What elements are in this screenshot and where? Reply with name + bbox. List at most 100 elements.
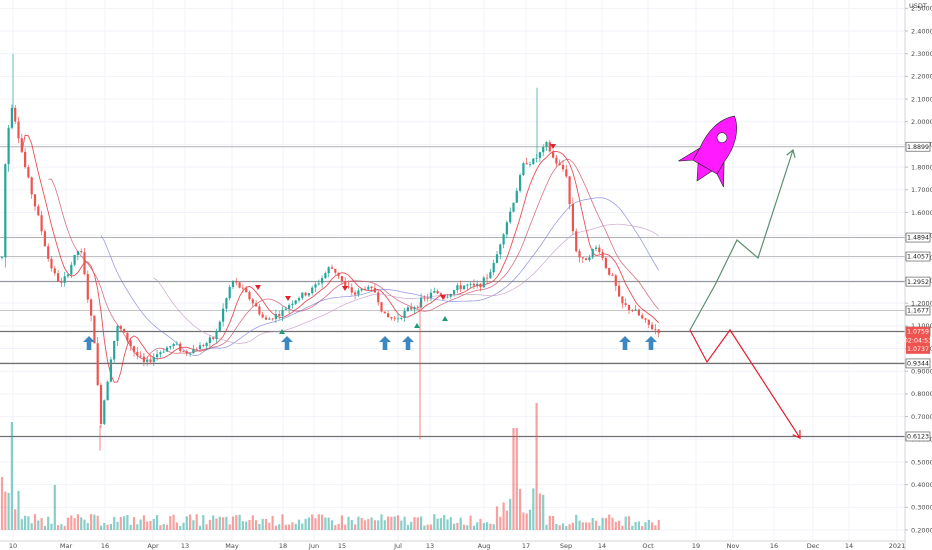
candle-body <box>657 329 660 334</box>
volume-bar <box>165 524 169 530</box>
candle-body <box>152 357 155 362</box>
candle-body <box>139 355 142 357</box>
buy-marker-icon <box>279 329 285 334</box>
candle-body <box>594 247 598 250</box>
candle-body <box>324 273 327 279</box>
candle-body <box>552 151 555 158</box>
candle-body <box>631 309 634 311</box>
volume-bar <box>469 515 472 530</box>
rocket-flame <box>696 162 713 182</box>
time-axis[interactable]: 10 Mar 16 Apr 13 May 18 Jun 15 Jul 13 Aug 17 Sep 14 Oct… <box>0 540 905 550</box>
candle-body <box>17 121 20 139</box>
volume-bar <box>641 525 644 530</box>
y-tick-label: 0.4000 <box>911 481 932 489</box>
volume-bar <box>565 525 568 530</box>
volume-bar <box>63 525 66 530</box>
volume-bar <box>618 520 621 530</box>
volume-bar <box>453 523 456 530</box>
candle-body <box>113 340 116 360</box>
volume-bar <box>466 525 469 530</box>
grid <box>0 0 905 541</box>
level-badge: 1.4894 <box>905 232 931 243</box>
volume-bar <box>43 525 46 530</box>
candle-body <box>288 305 291 309</box>
candle-body <box>202 345 205 347</box>
candle-body <box>228 287 231 299</box>
volume-bar <box>96 515 99 530</box>
volume-bar <box>152 519 155 530</box>
volume-bar <box>334 525 337 530</box>
candle-body <box>307 293 310 296</box>
volume-bar <box>261 518 264 530</box>
candle-body <box>538 152 541 158</box>
volume-bar <box>634 522 637 530</box>
volume-bar <box>548 515 551 530</box>
candle-body <box>618 285 621 297</box>
volume-bar <box>420 516 423 530</box>
volume-bar <box>156 515 159 530</box>
volume-bar <box>297 519 301 530</box>
volume-bar <box>37 520 40 530</box>
candle-body <box>472 283 475 286</box>
candle-body <box>528 164 532 165</box>
volume-bar <box>528 509 532 530</box>
candle-body <box>340 276 343 281</box>
candle-body <box>14 107 17 122</box>
candle-body <box>446 296 449 298</box>
candle-body <box>462 285 466 290</box>
candle-body <box>159 352 162 355</box>
volume-bar <box>370 517 373 530</box>
x-tick-label: 16 <box>770 542 778 550</box>
candle-body <box>304 292 307 296</box>
candle-body <box>354 292 357 295</box>
volume-bar <box>288 524 291 530</box>
price-axis[interactable]: USDT 2.5000 2.4000 2.3000 2.2000 2.1000 2.000… <box>904 0 932 550</box>
volume-bar <box>278 524 281 530</box>
candle-body <box>274 314 277 320</box>
candle-body <box>581 257 584 259</box>
candle-body <box>495 254 499 263</box>
candle-body <box>436 291 439 294</box>
volume-bar <box>429 524 433 530</box>
volume-bar <box>0 477 4 530</box>
candle-body <box>212 337 215 340</box>
volume-bar <box>99 525 103 530</box>
volume-bar <box>594 520 598 530</box>
x-tick-label: 19 <box>692 542 700 550</box>
candle-body <box>96 343 99 386</box>
volume-bar <box>185 516 188 530</box>
volume-bar <box>509 498 512 530</box>
volume-bar <box>255 520 258 530</box>
candle-body <box>449 293 452 297</box>
volume-bar <box>93 514 96 530</box>
candle-body <box>578 251 581 258</box>
level-badge: 1.2952 <box>905 276 931 287</box>
candle-body <box>423 297 426 299</box>
volume-bar <box>251 515 254 530</box>
volume-bar <box>519 488 522 530</box>
volume-bar <box>10 422 13 530</box>
candle-body <box>387 313 390 318</box>
candle-body <box>47 246 50 259</box>
y-tick-label: 0.9000 <box>911 368 932 376</box>
volume-bar <box>624 516 627 530</box>
candle-body <box>317 283 320 285</box>
candle-body <box>413 307 416 310</box>
candle-body <box>291 303 294 306</box>
candle-body <box>604 257 607 269</box>
buy-marker-icon <box>442 316 448 321</box>
volume-bar <box>561 523 565 530</box>
candle-body <box>644 318 647 320</box>
candle-body <box>370 286 373 289</box>
candle-body <box>383 311 386 314</box>
volume-bar <box>446 519 449 530</box>
level-badge: 0.9344 <box>905 358 931 369</box>
projection-paths <box>689 148 801 439</box>
bullish-projection-path <box>689 149 794 331</box>
candle-body <box>627 304 631 310</box>
candle-body <box>420 297 423 308</box>
candle-body <box>284 308 287 310</box>
volume-bar <box>321 514 324 530</box>
